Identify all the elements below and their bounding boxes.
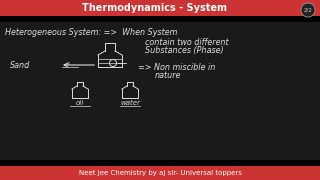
Text: nature: nature <box>155 71 181 80</box>
Text: Heterogeneous System: =>  When System: Heterogeneous System: => When System <box>5 28 177 37</box>
Text: => Non miscible in: => Non miscible in <box>138 62 215 71</box>
Text: Thermodynamics - System: Thermodynamics - System <box>83 3 228 13</box>
Bar <box>0 16 320 22</box>
Text: Substances (Phase): Substances (Phase) <box>145 46 224 55</box>
Text: Neet Jee Chemistry by aj sir- Universal toppers: Neet Jee Chemistry by aj sir- Universal … <box>79 170 241 176</box>
Circle shape <box>301 3 315 17</box>
Text: oil: oil <box>76 100 84 106</box>
Bar <box>0 160 320 166</box>
Text: s: s <box>67 60 69 66</box>
Bar <box>0 166 320 180</box>
Text: water: water <box>120 100 140 106</box>
Text: contain two different: contain two different <box>145 37 228 46</box>
Bar <box>0 0 320 16</box>
Text: 2/2: 2/2 <box>304 8 312 12</box>
Text: Sand: Sand <box>10 60 30 69</box>
